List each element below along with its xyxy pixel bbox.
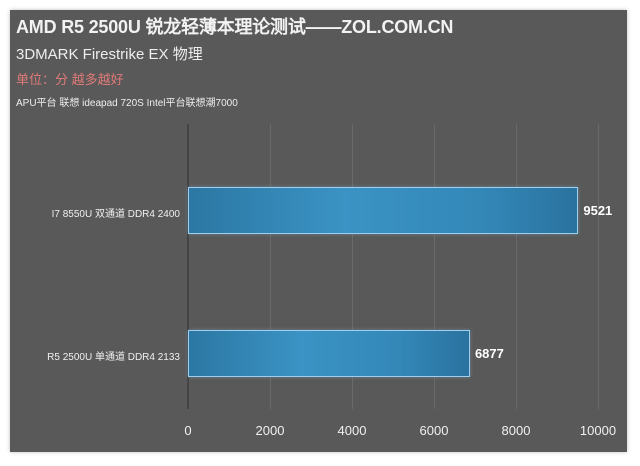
gridline	[598, 124, 599, 409]
category-label: R5 2500U 单通道 DDR4 2133	[47, 352, 180, 363]
unit-note: 单位：分 越多越好	[16, 72, 124, 87]
bar-value-label: 9521	[583, 203, 613, 218]
x-tick-label: 4000	[337, 423, 367, 438]
bar	[188, 187, 579, 234]
bar	[188, 330, 470, 377]
y-axis-line	[187, 124, 189, 409]
x-tick-label: 6000	[419, 423, 449, 438]
chart-subtitle: 3DMARK Firestrike EX 物理	[16, 46, 203, 63]
gridline	[270, 124, 271, 409]
gridline	[434, 124, 435, 409]
x-tick-label: 0	[184, 423, 192, 438]
gridline	[516, 124, 517, 409]
x-tick-label: 2000	[255, 423, 285, 438]
x-tick-label: 10000	[579, 423, 617, 438]
plot-area: 9521 6877	[187, 124, 612, 409]
platform-note: APU平台 联想 ideapad 720S Intel平台联想潮7000	[16, 98, 238, 109]
gridline	[352, 124, 353, 409]
x-tick-label: 8000	[501, 423, 531, 438]
bar-value-label: 6877	[474, 346, 504, 361]
category-label: I7 8550U 双通道 DDR4 2400	[51, 209, 180, 220]
chart-title: AMD R5 2500U 锐龙轻薄本理论测试——ZOL.COM.CN	[16, 17, 454, 37]
